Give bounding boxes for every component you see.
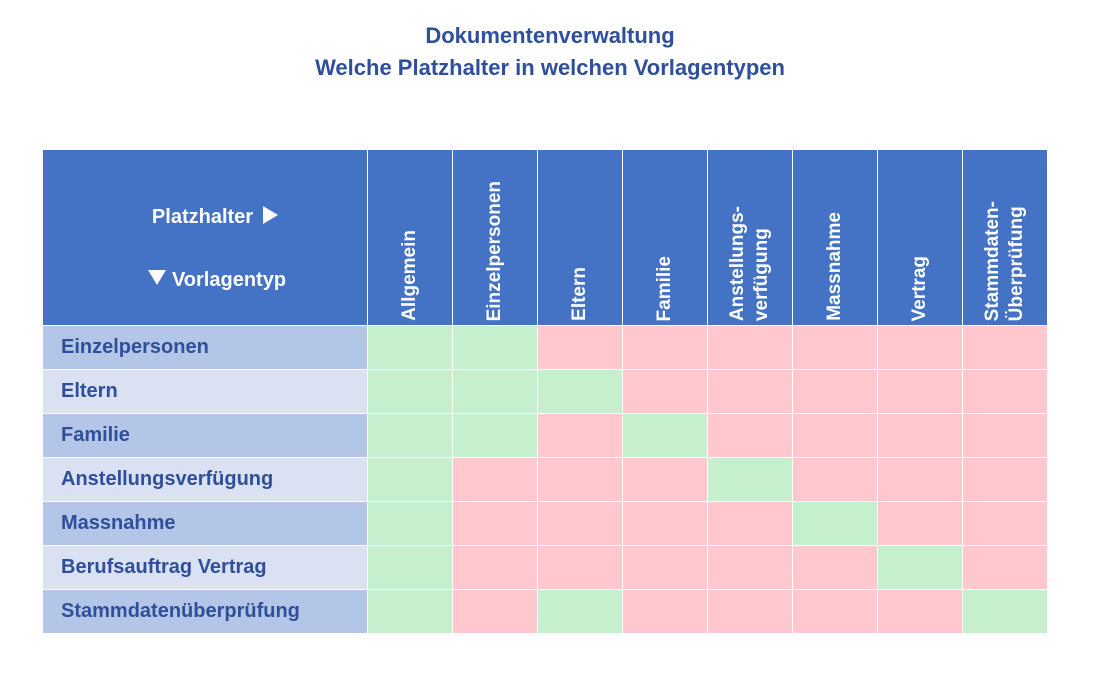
- cell-included: [537, 589, 623, 634]
- cell-excluded: [792, 325, 878, 370]
- column-label: Massnahme: [824, 212, 845, 321]
- cell-excluded: [792, 589, 878, 634]
- column-label: Allgemein: [399, 230, 420, 321]
- column-label: Eltern: [569, 267, 590, 321]
- column-header-stammdaten-ueberpruefung: Stammdaten- Überprüfung: [962, 149, 1048, 326]
- table-row: Einzelpersonen: [42, 325, 1048, 370]
- row-label: Einzelpersonen: [42, 325, 368, 370]
- cell-included: [367, 369, 453, 414]
- cell-excluded: [962, 457, 1048, 502]
- cell-included: [367, 413, 453, 458]
- cell-excluded: [962, 545, 1048, 590]
- cell-included: [367, 325, 453, 370]
- triangle-down-icon: [147, 270, 166, 285]
- vorlagentyp-label: Vorlagentyp: [171, 269, 287, 291]
- row-label: Stammdatenüberprüfung: [42, 589, 368, 634]
- cell-excluded: [537, 457, 623, 502]
- column-header-massnahme: Massnahme: [792, 149, 878, 326]
- cell-excluded: [537, 545, 623, 590]
- matrix-body: Einzelpersonen Eltern Familie Anstellungsve…: [42, 325, 1048, 634]
- column-header-anstellungsverfuegung: Anstellungs- verfügung: [707, 149, 793, 326]
- cell-included: [367, 457, 453, 502]
- platzhalter-label: Platzhalter: [151, 206, 254, 228]
- cell-excluded: [877, 325, 963, 370]
- row-label: Berufsauftrag Vertrag: [42, 545, 368, 590]
- column-header-vertrag: Vertrag: [877, 149, 963, 326]
- cell-excluded: [452, 545, 538, 590]
- row-label: Familie: [42, 413, 368, 458]
- cell-excluded: [537, 413, 623, 458]
- cell-included: [792, 501, 878, 546]
- row-label: Massnahme: [42, 501, 368, 546]
- cell-excluded: [877, 501, 963, 546]
- table-row: Massnahme: [42, 501, 1048, 546]
- cell-included: [537, 369, 623, 414]
- cell-excluded: [622, 501, 708, 546]
- title-line-2: Welche Platzhalter in welchen Vorlagenty…: [315, 55, 785, 80]
- column-label: Stammdaten- Überprüfung: [982, 200, 1027, 321]
- cell-included: [367, 589, 453, 634]
- cell-excluded: [877, 589, 963, 634]
- cell-excluded: [622, 457, 708, 502]
- column-label: Familie: [654, 255, 675, 321]
- cell-included: [367, 501, 453, 546]
- corner-header: Platzhalter Vorlagentyp: [42, 149, 368, 326]
- table-row: Familie: [42, 413, 1048, 458]
- cell-excluded: [537, 325, 623, 370]
- header-row: Platzhalter Vorlagentyp Allgemein Einzel…: [42, 149, 1048, 326]
- row-label: Eltern: [42, 369, 368, 414]
- cell-excluded: [877, 457, 963, 502]
- column-label: Einzelpersonen: [484, 180, 505, 321]
- cell-excluded: [452, 501, 538, 546]
- cell-excluded: [622, 325, 708, 370]
- cell-excluded: [622, 545, 708, 590]
- cell-included: [452, 369, 538, 414]
- cell-excluded: [707, 589, 793, 634]
- column-label: Vertrag: [909, 255, 930, 321]
- cell-excluded: [792, 369, 878, 414]
- table-row: Eltern: [42, 369, 1048, 414]
- placeholder-matrix-table: Platzhalter Vorlagentyp Allgemein Einzel…: [42, 149, 1048, 634]
- cell-excluded: [537, 501, 623, 546]
- cell-excluded: [622, 589, 708, 634]
- title-line-1: Dokumentenverwaltung: [425, 23, 675, 48]
- cell-included: [622, 413, 708, 458]
- table-row: Anstellungsverfügung: [42, 457, 1048, 502]
- cell-excluded: [452, 457, 538, 502]
- row-label: Anstellungsverfügung: [42, 457, 368, 502]
- cell-excluded: [452, 589, 538, 634]
- platzhalter-header: Platzhalter: [43, 206, 367, 229]
- triangle-right-icon: [263, 206, 279, 224]
- column-header-familie: Familie: [622, 149, 708, 326]
- cell-excluded: [707, 545, 793, 590]
- column-header-einzelpersonen: Einzelpersonen: [452, 149, 538, 326]
- cell-included: [452, 413, 538, 458]
- cell-included: [452, 325, 538, 370]
- cell-excluded: [962, 325, 1048, 370]
- cell-excluded: [707, 413, 793, 458]
- cell-included: [707, 457, 793, 502]
- cell-excluded: [962, 369, 1048, 414]
- cell-excluded: [622, 369, 708, 414]
- cell-excluded: [792, 545, 878, 590]
- cell-included: [962, 589, 1048, 634]
- column-header-allgemein: Allgemein: [367, 149, 453, 326]
- vorlagentyp-header: Vorlagentyp: [43, 269, 367, 292]
- cell-included: [367, 545, 453, 590]
- cell-excluded: [792, 413, 878, 458]
- cell-included: [877, 545, 963, 590]
- cell-excluded: [962, 501, 1048, 546]
- cell-excluded: [707, 369, 793, 414]
- cell-excluded: [707, 501, 793, 546]
- cell-excluded: [877, 413, 963, 458]
- page-title: Dokumentenverwaltung Welche Platzhalter …: [0, 20, 1100, 84]
- cell-excluded: [707, 325, 793, 370]
- column-label: Anstellungs- verfügung: [727, 205, 772, 321]
- table-row: Berufsauftrag Vertrag: [42, 545, 1048, 590]
- cell-excluded: [962, 413, 1048, 458]
- cell-excluded: [877, 369, 963, 414]
- table-row: Stammdatenüberprüfung: [42, 589, 1048, 634]
- cell-excluded: [792, 457, 878, 502]
- column-header-eltern: Eltern: [537, 149, 623, 326]
